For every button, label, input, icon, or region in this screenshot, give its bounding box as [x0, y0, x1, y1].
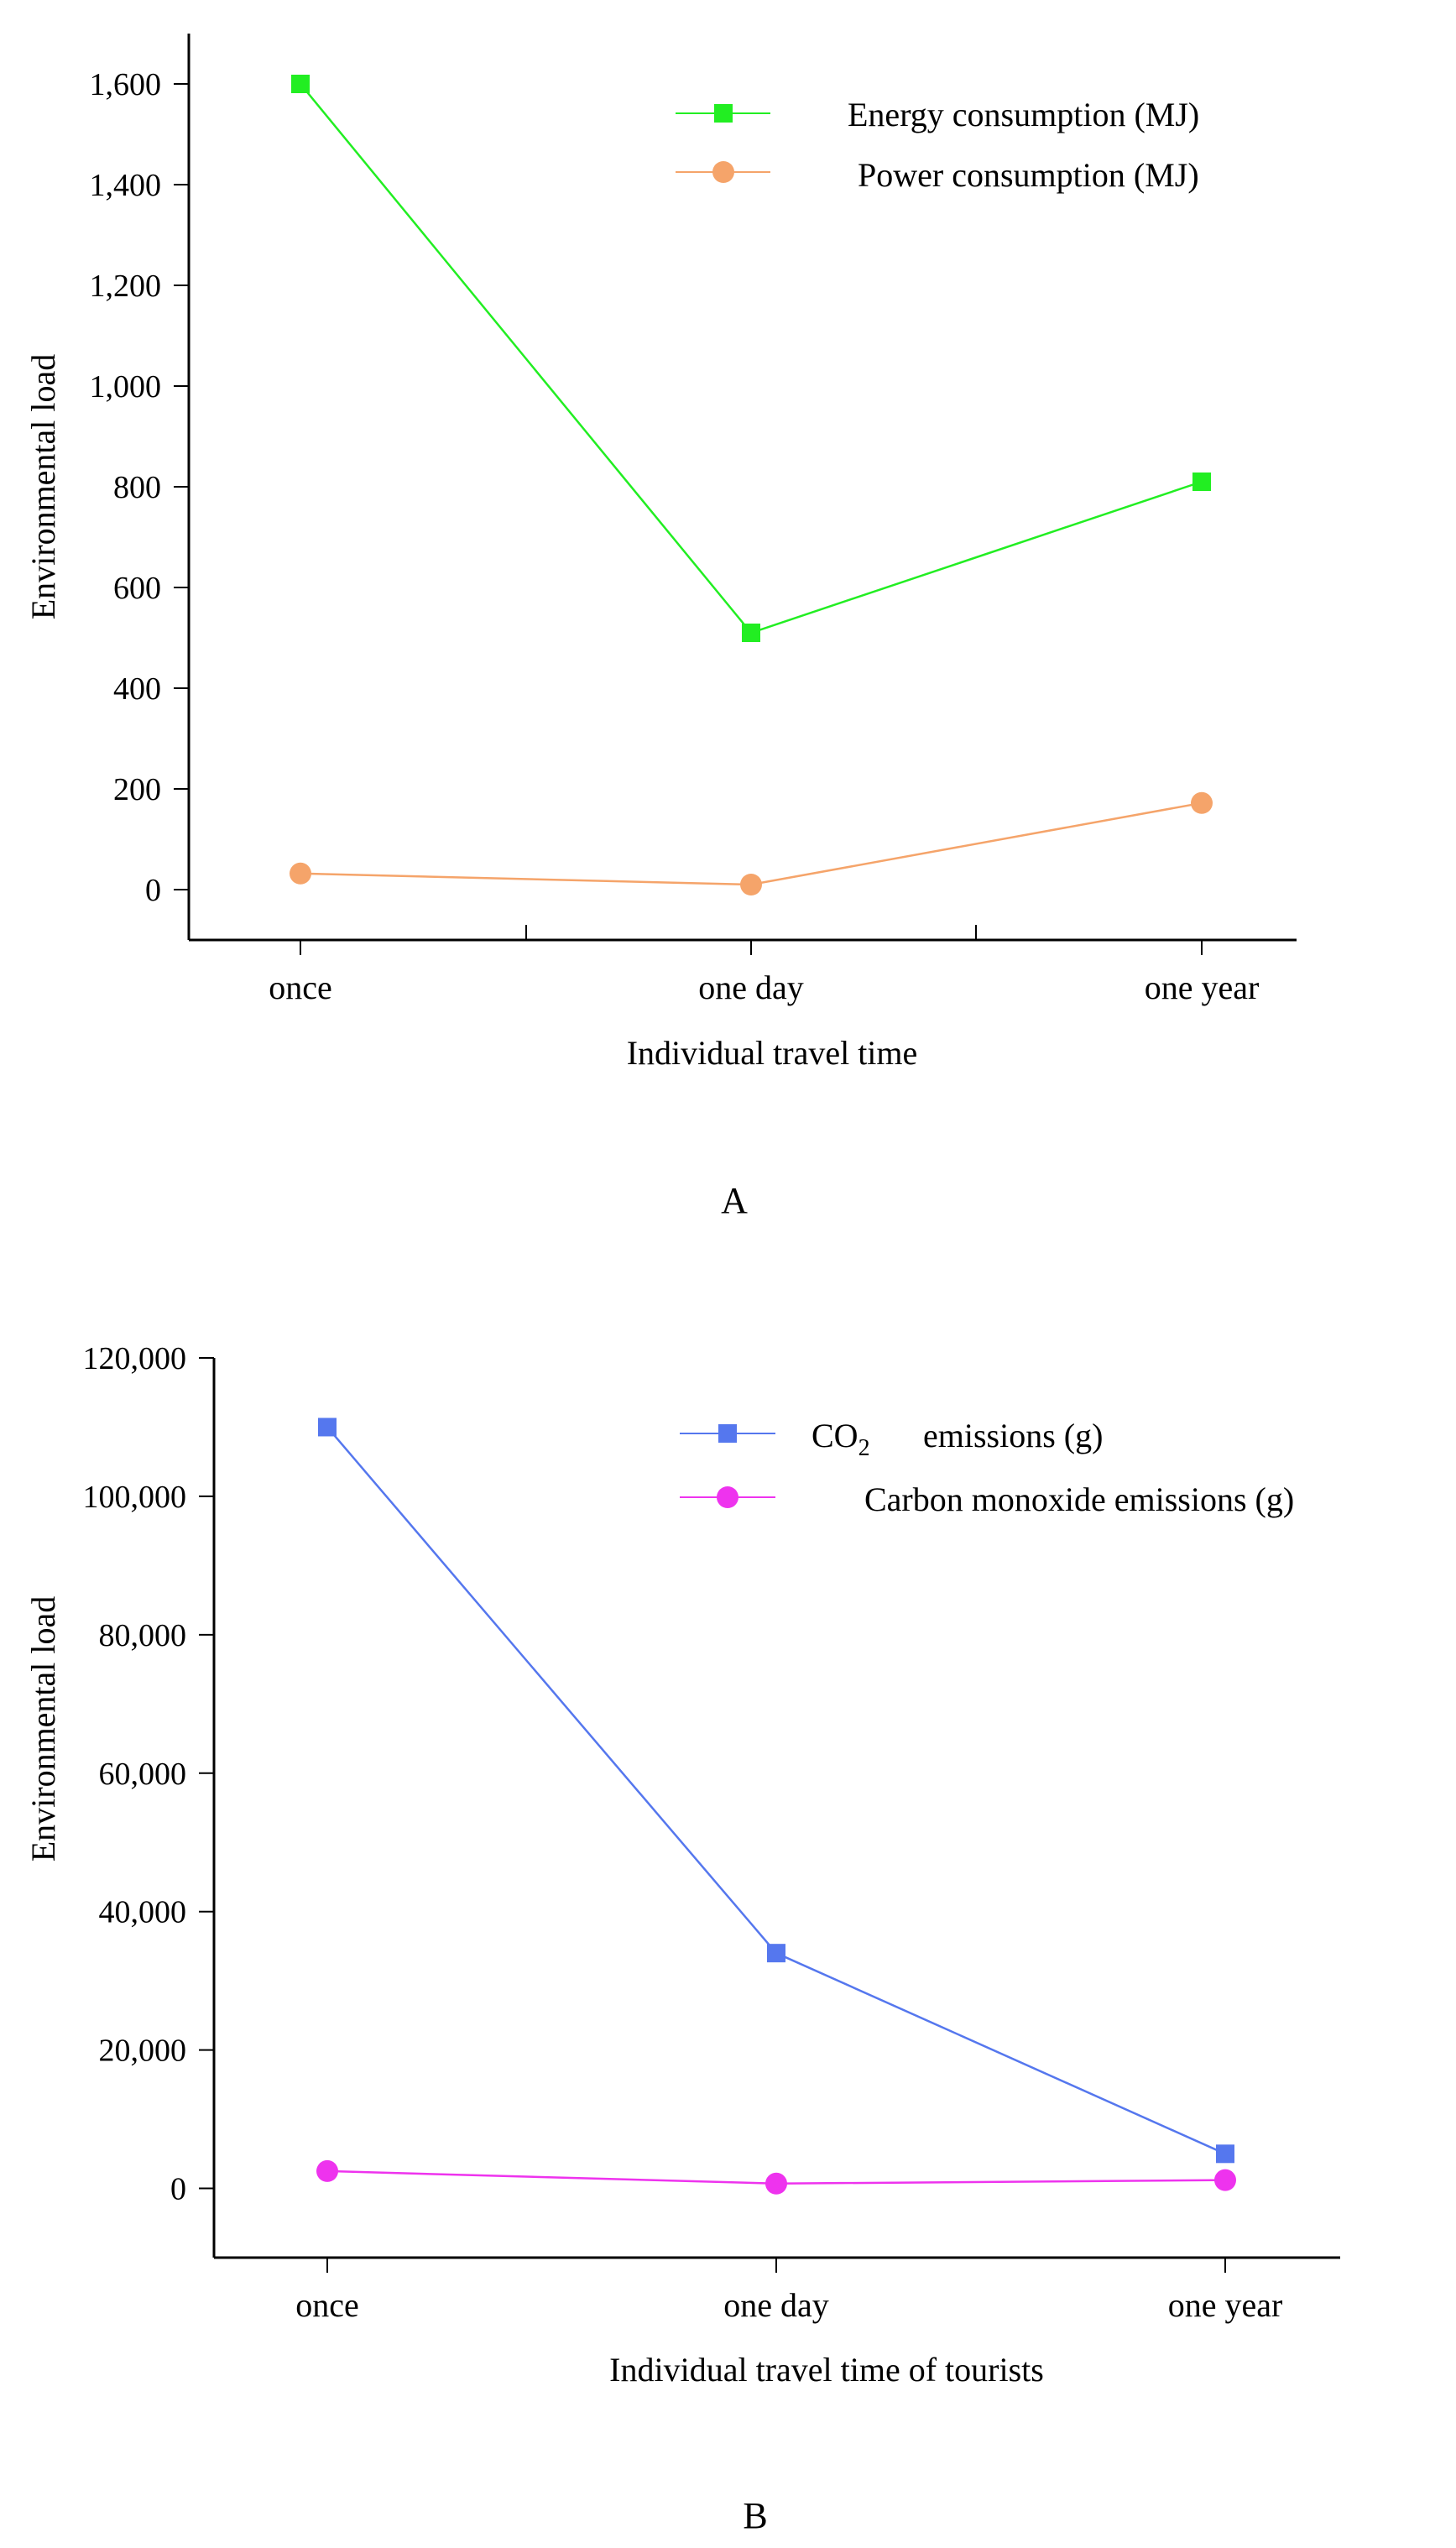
chart-b: 020,00040,00060,00080,000100,000120,000 …: [24, 1341, 1340, 2536]
chart-a-y-tick-label: 800: [113, 470, 161, 505]
chart-a-point-s0-1: [742, 624, 760, 642]
legend-marker-energy: [714, 104, 733, 123]
chart-a-ylabel: Environmental load: [24, 354, 62, 620]
chart-b-x-tick-label: one year: [1168, 2286, 1283, 2324]
chart-b-y-tick-label: 120,000: [83, 1341, 187, 1376]
chart-b-y-tick-label: 0: [170, 2172, 186, 2207]
chart-a-series: [290, 75, 1213, 895]
chart-b-point-s1-0: [316, 2159, 338, 2182]
chart-a-y-tick-label: 1,200: [90, 269, 162, 304]
chart-b-x-tick-label: one day: [723, 2286, 829, 2324]
chart-b-point-s1-2: [1214, 2169, 1236, 2191]
legend-label-power: Power consumption (MJ): [858, 156, 1199, 194]
chart-a-y-tick-label: 600: [113, 571, 161, 606]
chart-b-point-s1-1: [765, 2172, 787, 2195]
chart-b-point-s0-0: [318, 1418, 337, 1437]
chart-b-ylabel: Environmental load: [24, 1596, 62, 1862]
panel-label-b: B: [743, 2495, 767, 2536]
chart-a-xlabel: Individual travel time: [627, 1034, 918, 1072]
chart-a-y-tick-label: 1,000: [90, 369, 162, 405]
legend-marker-co: [717, 1486, 738, 1508]
chart-a-y-ticks: 0 200 400 600 800 1,000 1,200 1,400 1,600: [90, 67, 189, 908]
chart-b-series: [316, 1418, 1236, 2195]
legend-label-energy: Energy consumption (MJ): [848, 96, 1199, 133]
chart-b-legend: CO2 emissions (g) Carbon monoxide emissio…: [680, 1417, 1294, 1518]
chart-b-x-tick-label: once: [295, 2286, 359, 2324]
chart-a-point-s1-1: [740, 874, 762, 895]
legend-label-co2-rest: emissions (g): [923, 1417, 1103, 1454]
chart-a-series-line-1: [300, 801, 1203, 886]
chart-b-xlabel: Individual travel time of tourists: [609, 2351, 1044, 2389]
chart-a-x-tick-label: one year: [1145, 969, 1260, 1006]
chart-b-y-tick-label: 100,000: [83, 1480, 187, 1515]
chart-a-point-s1-0: [290, 862, 311, 885]
legend-marker-co2: [718, 1424, 737, 1443]
chart-a-point-s0-2: [1192, 473, 1211, 491]
chart-a-x-tick-label: one day: [698, 969, 804, 1006]
panel-label-a: A: [721, 1180, 748, 1221]
chart-b-point-s0-2: [1216, 2144, 1234, 2164]
chart-b-x-ticks: once one day one year: [295, 2258, 1282, 2324]
chart-a-y-tick-label: 0: [145, 873, 161, 908]
chart-a-x-tick-label: once: [269, 969, 332, 1006]
chart-a-legend: Energy consumption (MJ) Power consumptio…: [676, 96, 1199, 194]
chart-b-point-s0-1: [767, 1944, 785, 1963]
chart-b-series-line-0: [326, 1426, 1226, 2155]
chart-a-y-tick-label: 400: [113, 671, 161, 707]
legend-label-co2-main: CO: [811, 1417, 858, 1454]
chart-a-y-tick-label: 1,400: [90, 168, 162, 203]
chart-b-y-ticks: 0 20,000 40,000 60,000 80,000 100,000 120,000: [83, 1341, 214, 2207]
chart-b-y-tick-label: 20,000: [99, 2034, 187, 2069]
chart-a-point-s0-0: [291, 75, 310, 93]
chart-b-y-tick-label: 80,000: [99, 1618, 187, 1653]
chart-a-y-tick-label: 200: [113, 772, 161, 807]
chart-a-x-ticks: once one day one year: [269, 925, 1259, 1006]
legend-label-co2-subscript: 2: [858, 1435, 870, 1461]
chart-b-y-tick-label: 40,000: [99, 1895, 187, 1930]
chart-b-y-tick-label: 60,000: [99, 1757, 187, 1792]
legend-label-co: Carbon monoxide emissions (g): [864, 1480, 1294, 1518]
chart-a-point-s1-2: [1191, 791, 1213, 814]
legend-label-co2: CO2 emissions (g): [811, 1417, 1103, 1461]
chart-a-y-tick-label: 1,600: [90, 67, 162, 102]
legend-marker-power: [712, 161, 734, 183]
